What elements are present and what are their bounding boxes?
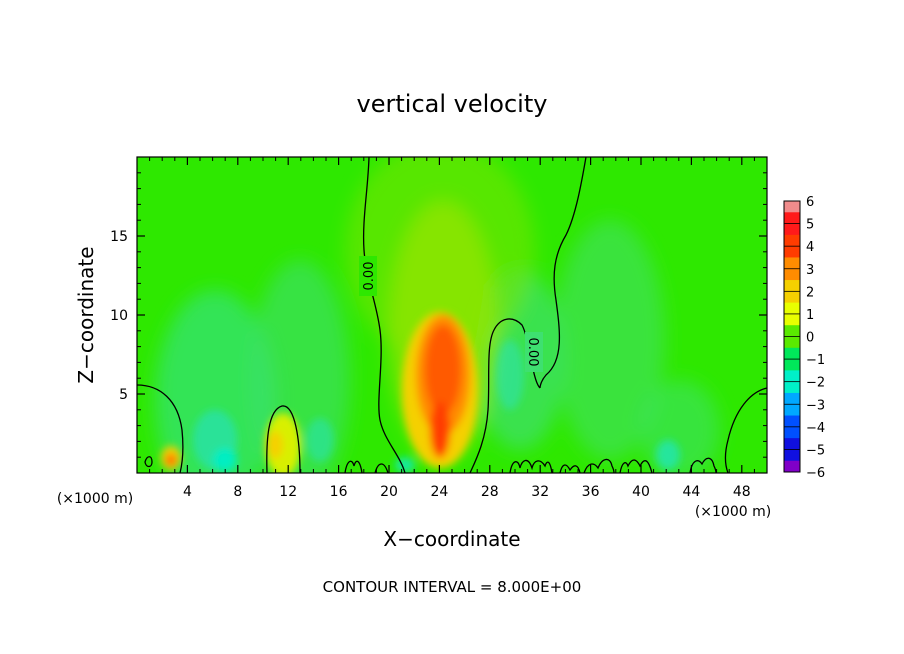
colorbar-segment [784,460,800,473]
colorbar-segment [784,257,800,270]
contour-line [689,457,717,473]
contour-line [509,459,553,473]
x-tick-label: 8 [233,484,242,500]
colorbar-segment [784,313,800,326]
downdraft-spot [395,457,415,473]
downdraft-region [155,290,275,473]
contour-line [619,459,653,473]
contour-line [583,458,615,473]
x-tick-label: 24 [430,484,448,500]
updraft-core [425,325,461,415]
x-axis: 4 8 12 16 20 24 28 32 36 40 44 48 [149,157,755,500]
contour-line [362,157,406,473]
downdraft-spot [306,418,334,462]
y-tick-label: 10 [110,308,128,324]
colorbar-segment [784,370,800,383]
colorbar-label: −5 [806,443,825,458]
colorbar-label: 5 [806,218,814,233]
contour-line [559,464,581,473]
x-tick-label: 20 [380,484,398,500]
y-tick-label: 5 [119,387,128,403]
colorbar-segment [784,347,800,360]
colorbar-segment [784,268,800,281]
velocity-field: 0.00 0.00 [137,157,767,473]
x-unit-left: (×1000 m) [57,491,133,507]
x-tick-label: 40 [632,484,650,500]
colorbar-label: 6 [806,195,814,210]
colorbar-segment [784,234,800,247]
contour-labels: 0.00 0.00 [359,256,543,372]
colorbar-segment [784,426,800,439]
y-axis-label: Z−coordinate [74,246,98,383]
colorbar-label: 2 [806,285,814,300]
x-unit-right: (×1000 m) [695,504,771,520]
x-tick-label: 4 [183,484,192,500]
contour-label-bg [359,256,377,296]
contour-label: 0.00 [362,262,377,291]
colorbar-label: 1 [806,308,814,323]
contour-label: 0.00 [525,338,540,367]
colorbar-segment [784,381,800,394]
x-tick-label: 32 [531,484,549,500]
x-tick-label: 16 [330,484,348,500]
colorbar-label: −3 [806,398,825,413]
contour-interval-text: CONTOUR INTERVAL = 8.000E+00 [323,578,582,596]
x-tick-label: 12 [279,484,297,500]
x-tick-label: 48 [733,484,751,500]
x-tick-label: 44 [682,484,700,500]
downdraft-spot [656,440,680,470]
updraft-secondary [267,431,283,459]
contour-label-bg [525,332,543,372]
zero-contours [137,157,767,473]
y-axis: 5 10 15 [110,172,767,458]
contour-line [374,463,389,473]
colorbar-segment [784,201,800,213]
colorbar-label: 4 [806,240,814,255]
downdraft-region [640,380,720,473]
contour-line [344,460,363,473]
colorbar-segment [784,336,800,349]
contour-line [724,387,767,473]
x-tick-label: 28 [481,484,499,500]
colorbar-label: −1 [806,353,825,368]
colorbar: 6 5 4 3 2 1 0 −1 −2 −3 −4 −5 −6 [783,195,825,481]
updraft-small [166,454,176,466]
colorbar-segment [784,359,800,371]
colorbar-label: −4 [806,421,825,436]
contour-line [539,157,587,389]
colorbar-segment [784,223,800,236]
colorbar-segment [784,449,800,462]
colorbar-segment [784,415,800,428]
colorbar-label: 0 [806,331,814,346]
y-tick-label: 15 [110,229,128,245]
updraft-core [430,402,450,458]
colorbar-label: −2 [806,376,825,391]
colorbar-segment [784,291,800,304]
contour-line [144,456,153,468]
colorbar-segment [784,212,800,225]
contour-line [266,405,301,473]
colorbar-segment [784,438,800,450]
colorbar-segment [784,404,800,417]
x-axis-label: X−coordinate [383,527,520,551]
downdraft-region [555,220,665,460]
colorbar-segment [784,246,800,258]
colorbar-segment [784,392,800,405]
chart-title: vertical velocity [357,90,548,118]
contour-line [137,384,184,473]
colorbar-segment [784,325,800,337]
downdraft-spot [213,448,237,472]
colorbar-segment [784,280,800,292]
x-tick-label: 36 [582,484,600,500]
colorbar-segment [784,302,800,315]
colorbar-label: −6 [806,466,825,481]
colorbar-label: 3 [806,263,814,278]
downdraft-spot [496,340,524,410]
